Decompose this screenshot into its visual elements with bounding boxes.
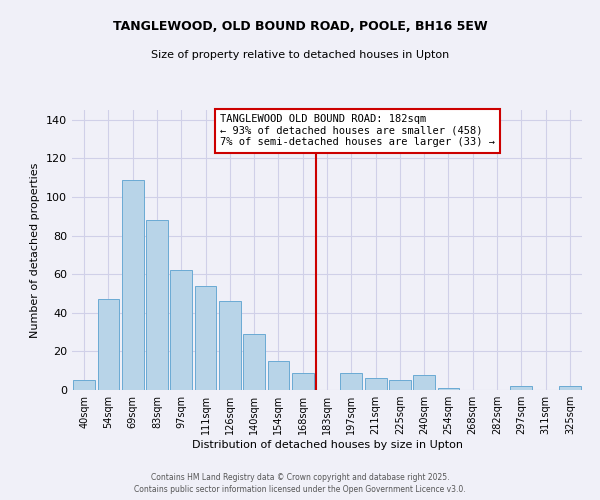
Bar: [219, 301, 241, 390]
Bar: [146, 220, 168, 390]
Text: Contains public sector information licensed under the Open Government Licence v3: Contains public sector information licen…: [134, 485, 466, 494]
Bar: [170, 270, 192, 390]
Bar: [413, 374, 435, 390]
Bar: [97, 299, 119, 390]
Bar: [268, 361, 289, 390]
Bar: [73, 380, 95, 390]
Bar: [389, 380, 411, 390]
Bar: [365, 378, 386, 390]
Bar: [340, 372, 362, 390]
Bar: [194, 286, 217, 390]
Bar: [292, 372, 314, 390]
Y-axis label: Number of detached properties: Number of detached properties: [31, 162, 40, 338]
Text: Size of property relative to detached houses in Upton: Size of property relative to detached ho…: [151, 50, 449, 60]
Text: TANGLEWOOD OLD BOUND ROAD: 182sqm
← 93% of detached houses are smaller (458)
7% : TANGLEWOOD OLD BOUND ROAD: 182sqm ← 93% …: [220, 114, 495, 148]
Bar: [559, 386, 581, 390]
Bar: [511, 386, 532, 390]
Text: TANGLEWOOD, OLD BOUND ROAD, POOLE, BH16 5EW: TANGLEWOOD, OLD BOUND ROAD, POOLE, BH16 …: [113, 20, 487, 33]
Bar: [437, 388, 460, 390]
X-axis label: Distribution of detached houses by size in Upton: Distribution of detached houses by size …: [191, 440, 463, 450]
Bar: [122, 180, 143, 390]
Bar: [243, 334, 265, 390]
Text: Contains HM Land Registry data © Crown copyright and database right 2025.: Contains HM Land Registry data © Crown c…: [151, 472, 449, 482]
